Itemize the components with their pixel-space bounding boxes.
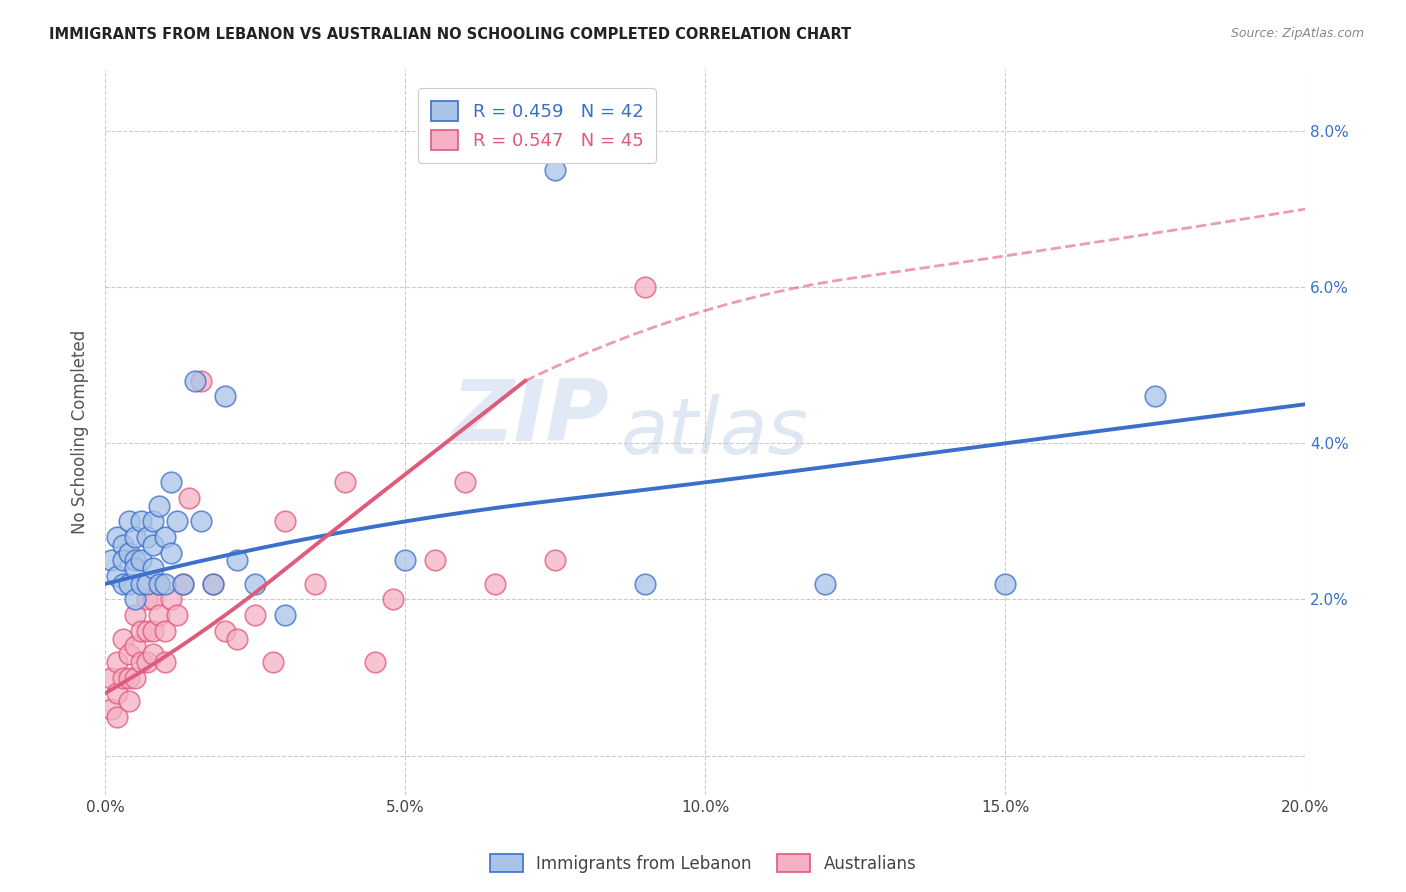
Point [172,577,194,591]
Point [105,530,128,544]
Point [129,624,152,638]
Point [202,577,225,591]
Point [454,475,477,490]
Point [179,491,201,505]
Point [142,647,165,661]
Point [1144,389,1167,403]
Point [155,577,177,591]
Text: ZIP: ZIP [451,376,609,458]
Point [155,624,177,638]
Point [129,655,152,669]
Point [142,538,165,552]
Point [136,530,159,544]
Point [274,515,297,529]
Point [226,632,249,646]
Point [112,671,135,685]
Point [262,655,284,669]
Text: Source: ZipAtlas.com: Source: ZipAtlas.com [1230,27,1364,40]
Point [245,577,267,591]
Point [118,671,141,685]
Point [160,475,183,490]
Point [136,592,159,607]
Point [112,577,135,591]
Point [118,577,141,591]
Point [124,608,146,623]
Point [124,671,146,685]
Point [136,624,159,638]
Point [190,374,212,388]
Point [484,577,506,591]
Point [172,577,194,591]
Point [202,577,225,591]
Point [136,655,159,669]
Point [226,553,249,567]
Point [142,561,165,575]
Legend: Immigrants from Lebanon, Australians: Immigrants from Lebanon, Australians [484,847,922,880]
Point [214,389,236,403]
Point [142,624,165,638]
Point [148,577,170,591]
Point [100,671,122,685]
Point [124,592,146,607]
Point [100,702,122,716]
Point [148,577,170,591]
Point [118,647,141,661]
Point [335,475,357,490]
Point [364,655,387,669]
Point [634,280,657,294]
Point [118,515,141,529]
Point [148,608,170,623]
Point [105,569,128,583]
Point [166,608,188,623]
Point [105,686,128,700]
Point [136,577,159,591]
Point [129,515,152,529]
Point [142,592,165,607]
Point [112,538,135,552]
Point [274,608,297,623]
Point [304,577,326,591]
Point [129,577,152,591]
Point [166,515,188,529]
Point [190,515,212,529]
Legend: R = 0.459   N = 42, R = 0.547   N = 45: R = 0.459 N = 42, R = 0.547 N = 45 [419,88,657,162]
Point [184,374,207,388]
Point [814,577,837,591]
Point [100,553,122,567]
Point [105,709,128,723]
Point [544,553,567,567]
Point [124,561,146,575]
Point [124,553,146,567]
Point [129,553,152,567]
Point [124,640,146,654]
Point [994,577,1017,591]
Point [425,553,447,567]
Point [160,592,183,607]
Point [148,499,170,513]
Text: IMMIGRANTS FROM LEBANON VS AUSTRALIAN NO SCHOOLING COMPLETED CORRELATION CHART: IMMIGRANTS FROM LEBANON VS AUSTRALIAN NO… [49,27,852,42]
Point [245,608,267,623]
Point [105,655,128,669]
Point [118,694,141,708]
Point [112,553,135,567]
Point [142,515,165,529]
Point [634,577,657,591]
Point [544,163,567,178]
Point [124,530,146,544]
Point [155,530,177,544]
Point [394,553,416,567]
Point [155,655,177,669]
Y-axis label: No Schooling Completed: No Schooling Completed [72,329,89,533]
Point [118,546,141,560]
Point [160,546,183,560]
Text: atlas: atlas [621,393,808,469]
Point [112,632,135,646]
Point [214,624,236,638]
Point [382,592,405,607]
